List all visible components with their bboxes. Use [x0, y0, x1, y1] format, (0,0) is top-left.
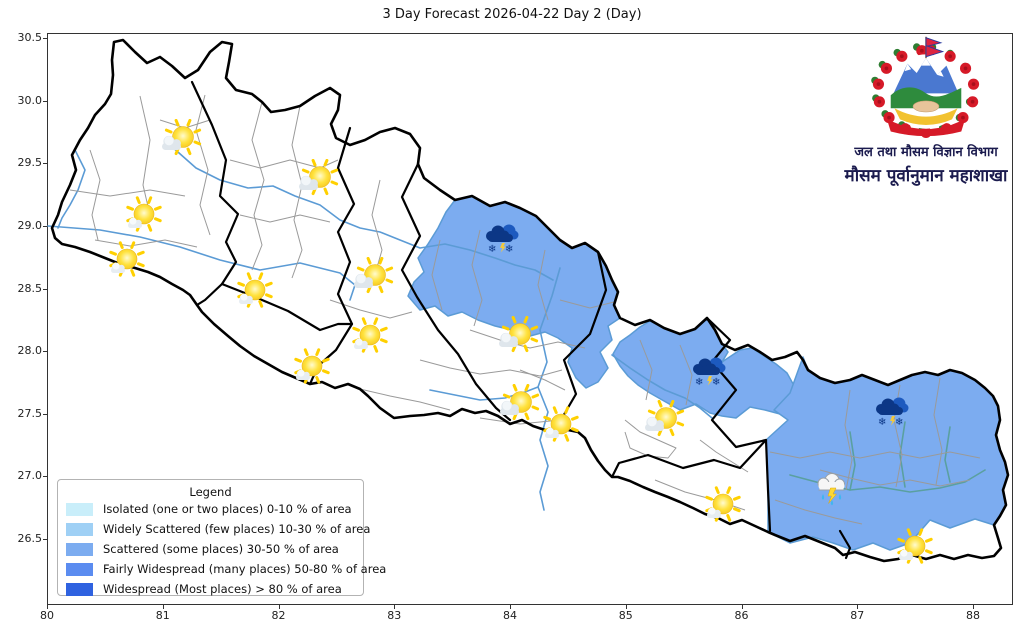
- legend-item: Isolated (one or two places) 0-10 % of a…: [66, 499, 363, 519]
- y-tickmark: [43, 476, 47, 478]
- weather-icon-partly-cloudy: [157, 118, 203, 165]
- legend-swatch: [66, 542, 93, 556]
- svg-text:❄: ❄: [695, 377, 703, 388]
- province-boundaries: [190, 80, 852, 560]
- weather-icon-snow-showers: ❄ ❄: [688, 352, 732, 398]
- x-tick-label: 88: [966, 609, 980, 622]
- svg-text:❄: ❄: [712, 377, 720, 388]
- y-tick-label: 26.5: [17, 532, 43, 545]
- y-tickmark: [43, 539, 47, 540]
- weather-icon-partly-cloudy: [494, 315, 540, 362]
- y-tick-label: 29.5: [17, 156, 43, 170]
- weather-icon-snow-showers: ❄ ❄: [481, 219, 525, 265]
- weather-icon-partly-cloudy: [294, 158, 340, 205]
- legend-swatch: [66, 522, 93, 536]
- dhm-logo: जल तथा मौसम विज्ञान विभाग मौसम पूर्वानुम…: [828, 34, 1024, 186]
- weather-icon-mostly-sunny: [346, 316, 390, 362]
- y-tickmark: [43, 351, 47, 353]
- y-tick-label: 30.5: [17, 31, 43, 44]
- weather-icon-snow-showers: ❄ ❄: [871, 392, 915, 438]
- x-tick-label: 84: [503, 609, 517, 622]
- y-tick-label: 27.5: [17, 406, 43, 420]
- weather-icon-partly-cloudy: [495, 384, 541, 430]
- legend-swatch: [66, 502, 93, 516]
- district-boundaries: [69, 94, 981, 525]
- weather-icon-partly-cloudy: [349, 256, 395, 303]
- national-border: [50, 38, 1010, 563]
- weather-icon-mostly-sunny: [120, 195, 164, 241]
- legend-swatch: [66, 562, 93, 576]
- page-title: 3 Day Forecast 2026-04-22 Day 2 (Day): [382, 7, 642, 22]
- legend-swatch: [66, 582, 93, 596]
- x-tickmark: [510, 605, 511, 609]
- y-tick-label: 28.0: [17, 344, 43, 358]
- legend-item: Fairly Widespread (many places) 50-80 % …: [66, 559, 386, 579]
- x-tick-label: 80: [40, 609, 54, 622]
- y-tickmark: [43, 163, 47, 165]
- x-tickmark: [973, 605, 974, 609]
- x-tickmark: [162, 605, 164, 609]
- svg-text:❄: ❄: [878, 417, 886, 428]
- svg-text:❄: ❄: [505, 244, 513, 255]
- legend-item: Widespread (Most places) > 80 % of area: [66, 579, 363, 599]
- y-tickmark: [43, 100, 47, 102]
- x-tickmark: [394, 605, 396, 609]
- x-tick-label: 81: [155, 609, 170, 622]
- legend-title: Legend: [189, 485, 232, 499]
- weather-icon-thunder-rain: [810, 469, 854, 517]
- y-tickmark: [43, 413, 47, 415]
- weather-icon-mostly-sunny: [891, 527, 935, 573]
- dhm-emblem-icon: [871, 36, 980, 138]
- x-tickmark: [47, 605, 48, 609]
- y-tickmark: [43, 225, 47, 227]
- y-tick-label: 29.0: [17, 218, 43, 232]
- legend-label: Widely Scattered (few places) 10-30 % of…: [103, 522, 371, 536]
- y-tickmark: [43, 38, 47, 39]
- svg-text:❄: ❄: [488, 244, 496, 255]
- legend-label: Scattered (some places) 30-50 % of area: [103, 542, 339, 556]
- x-tickmark: [857, 605, 859, 609]
- legend-label: Fairly Widespread (many places) 50-80 % …: [103, 562, 387, 576]
- y-tick-label: 30.0: [17, 93, 43, 107]
- x-tick-label: 85: [618, 609, 633, 622]
- legend: Legend Isolated (one or two places) 0-10…: [57, 479, 386, 599]
- y-tickmark: [43, 288, 47, 290]
- weather-icon-mostly-sunny: [537, 405, 581, 451]
- nepal-map: [47, 38, 1010, 563]
- legend-label: Isolated (one or two places) 0-10 % of a…: [103, 502, 352, 516]
- legend-item: Scattered (some places) 30-50 % of area: [66, 539, 363, 559]
- x-tick-label: 82: [271, 609, 286, 622]
- emblem-center: [887, 54, 965, 137]
- x-tick-label: 87: [850, 609, 865, 622]
- weather-icon-mostly-sunny: [231, 271, 275, 317]
- nepal-flag: [925, 36, 945, 59]
- x-tickmark: [741, 605, 743, 609]
- legend-label: Widespread (Most places) > 80 % of area: [103, 582, 342, 596]
- x-tick-label: 86: [734, 609, 749, 622]
- y-tick-label: 27.0: [17, 469, 43, 483]
- weather-icon-mostly-sunny: [288, 347, 332, 393]
- dhm-department-name: जल तथा मौसम विज्ञान विभाग: [854, 145, 998, 160]
- x-tickmark: [278, 605, 280, 609]
- dhm-division-name: मौसम पूर्वानुमान महाशाखा: [844, 166, 1008, 186]
- x-tick-label: 83: [387, 609, 402, 622]
- weather-icon-mostly-sunny: [103, 240, 147, 286]
- weather-icon-mostly-sunny: [699, 485, 743, 531]
- legend-item: Widely Scattered (few places) 10-30 % of…: [66, 519, 370, 539]
- weather-icon-partly-cloudy: [640, 399, 686, 446]
- x-tickmark: [625, 605, 627, 609]
- svg-text:❄: ❄: [895, 417, 903, 428]
- y-tick-label: 28.5: [17, 281, 43, 295]
